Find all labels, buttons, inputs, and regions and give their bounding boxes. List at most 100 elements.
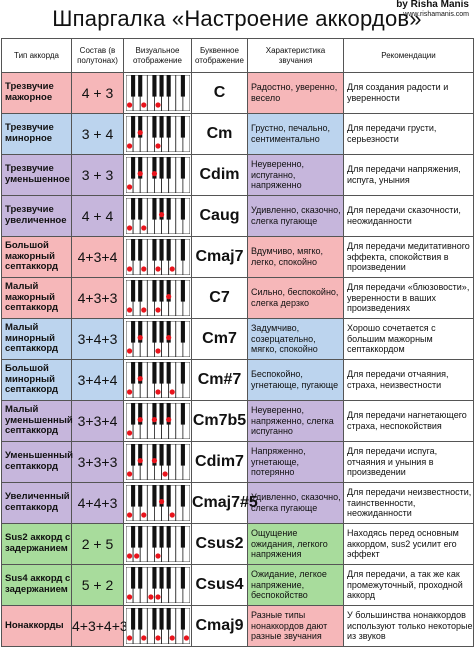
piano-keys xyxy=(125,280,190,316)
active-note-dot xyxy=(126,430,132,436)
chord-recommendation: Для передачи испуга, отчаяния и уныния в… xyxy=(343,441,474,483)
black-key xyxy=(151,608,156,630)
active-note-dot xyxy=(126,512,132,518)
black-key xyxy=(166,116,171,138)
column-header-recommendation: Рекомендации xyxy=(343,38,474,73)
active-note-dot xyxy=(154,553,161,559)
black-key xyxy=(151,239,156,261)
black-key xyxy=(158,321,164,343)
black-key xyxy=(158,567,164,589)
black-key xyxy=(151,280,156,302)
piano-keys xyxy=(125,362,190,398)
chord-letter: Cm7 xyxy=(191,318,248,360)
black-key xyxy=(137,116,142,138)
chord-mood: Неуверенно, испуганно, напряженно xyxy=(247,154,344,196)
chord-mood: Напряженно, угнетающе, потерянно xyxy=(247,441,344,483)
table-row: Sus2 аккорд с задержанием 2 + 5 Csus2 Ощуще… xyxy=(1,523,474,565)
black-key xyxy=(158,485,164,507)
black-key xyxy=(130,75,135,97)
black-key xyxy=(180,239,185,261)
black-key xyxy=(166,444,171,466)
chord-letter: Cdim xyxy=(191,154,248,196)
black-key xyxy=(180,608,185,630)
active-note-dot xyxy=(137,130,143,136)
black-key xyxy=(130,403,135,425)
chord-letter: Cmaj7 xyxy=(191,236,248,278)
active-note-dot xyxy=(126,307,132,313)
chord-recommendation: Для передачи неизвестности, таинственнос… xyxy=(343,482,474,524)
black-key xyxy=(166,526,171,548)
black-key xyxy=(151,485,156,507)
active-note-dot xyxy=(154,102,161,108)
active-note-dot xyxy=(126,471,132,477)
black-key xyxy=(180,567,185,589)
black-key xyxy=(158,239,164,261)
black-key xyxy=(166,403,171,425)
active-note-dot xyxy=(137,171,143,177)
chord-type: Большой минорный септаккорд xyxy=(1,359,72,401)
chord-recommendation: Для передачи отчаяния, страха, неизвестн… xyxy=(343,359,474,401)
active-note-dot xyxy=(165,335,171,341)
black-key xyxy=(151,362,156,384)
chord-visual xyxy=(123,564,192,606)
black-key xyxy=(180,75,185,97)
active-note-dot xyxy=(126,102,132,108)
black-key xyxy=(166,608,171,630)
active-note-dot xyxy=(165,417,171,423)
chord-visual xyxy=(123,72,192,114)
chord-mood: Ощущение ожидания, легкого напряжения xyxy=(247,523,344,565)
chord-letter: Cdim7 xyxy=(191,441,248,483)
active-note-dot xyxy=(151,458,157,464)
chord-letter: Csus2 xyxy=(191,523,248,565)
chord-letter: Cmaj9 xyxy=(191,605,248,647)
piano-keys xyxy=(125,403,190,439)
black-key xyxy=(130,116,135,138)
chord-recommendation: У большинства нонаккордов используют тол… xyxy=(343,605,474,647)
chord-letter: C7 xyxy=(191,277,248,319)
active-note-dot xyxy=(126,143,132,149)
black-key xyxy=(130,362,135,384)
chord-visual xyxy=(123,236,192,278)
chord-recommendation: Для создания радости и уверенности xyxy=(343,72,474,114)
chord-mood: Вдумчиво, мягко, легко, спокойно xyxy=(247,236,344,278)
column-header-mood: Характеристика звучания xyxy=(247,38,344,73)
active-note-dot xyxy=(126,389,132,395)
header: Шпаргалка «Настроение аккордов» by Risha… xyxy=(0,0,474,38)
table-row: Малый мажорный септаккорд 4+3+3 C7 Сильно, … xyxy=(1,277,474,319)
piano-keys xyxy=(125,444,190,480)
chord-visual xyxy=(123,277,192,319)
table-row: Трезвучие уменьшенное 3 + 3 Cdim Неуверенно… xyxy=(1,154,474,196)
active-note-dot xyxy=(169,635,175,641)
chord-visual xyxy=(123,195,192,237)
chord-type: Трезвучие минорное xyxy=(1,113,72,155)
black-key xyxy=(166,157,171,179)
page-title: Шпаргалка «Настроение аккордов» xyxy=(52,6,422,31)
black-key xyxy=(137,157,142,179)
black-key xyxy=(166,362,171,384)
table-row: Большой мажорный септаккорд 4+3+4 Cmaj7 Вду… xyxy=(1,236,474,278)
active-note-dot xyxy=(140,266,146,272)
black-key xyxy=(137,567,142,589)
active-note-dot xyxy=(169,389,175,395)
black-key xyxy=(180,362,185,384)
black-key xyxy=(137,485,142,507)
black-key xyxy=(158,526,164,548)
piano-keys xyxy=(125,198,190,234)
chord-type: Малый мажорный септаккорд xyxy=(1,277,72,319)
chord-mood: Сильно, беспокойно, слегка дерзко xyxy=(247,277,344,319)
active-note-dot xyxy=(126,348,132,354)
chord-visual xyxy=(123,482,192,524)
black-key xyxy=(130,321,135,343)
column-header-type: Тип аккорда xyxy=(1,38,72,73)
active-note-dot xyxy=(154,348,161,354)
active-note-dot xyxy=(126,266,132,272)
active-note-dot xyxy=(169,512,175,518)
black-key xyxy=(137,321,142,343)
active-note-dot xyxy=(126,184,132,190)
table-row: Трезвучие увеличенное 4 + 4 Caug Удивленно,… xyxy=(1,195,474,237)
active-note-dot xyxy=(140,635,146,641)
black-key xyxy=(137,280,142,302)
chord-type: Уменьшенный септаккорд xyxy=(1,441,73,483)
black-key xyxy=(151,198,156,220)
piano-keys xyxy=(125,485,190,521)
